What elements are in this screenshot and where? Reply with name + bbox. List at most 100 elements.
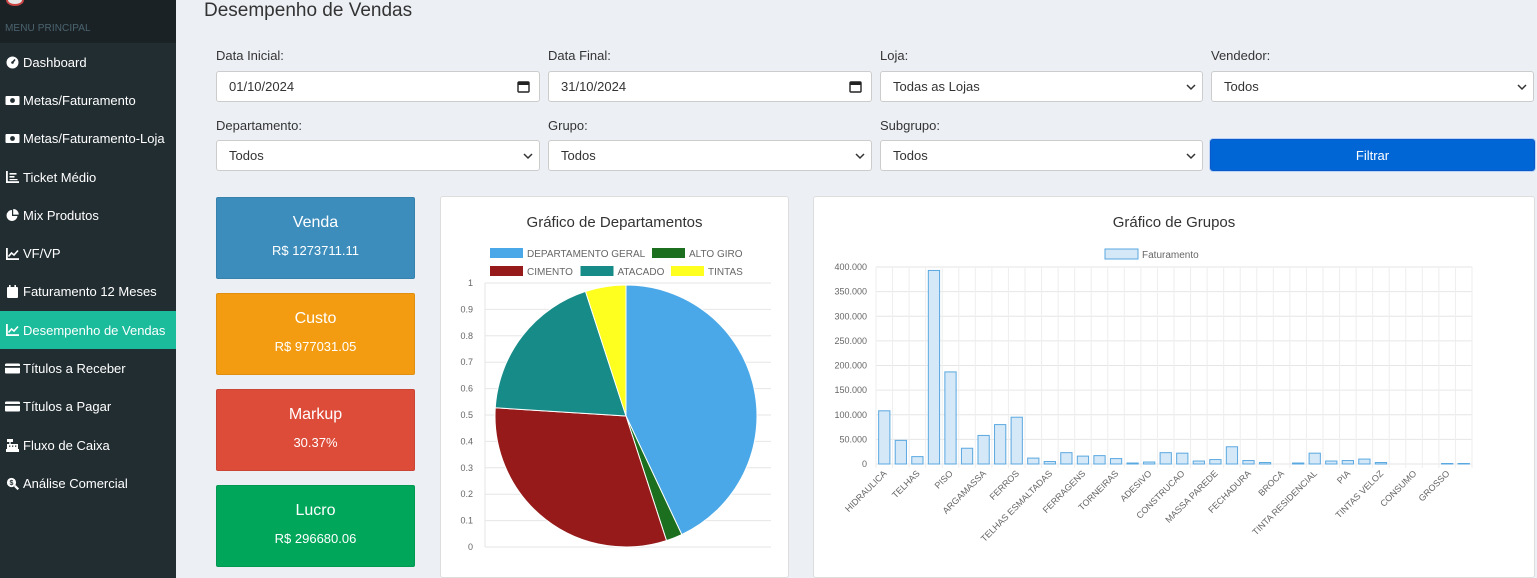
grupos-bar-chart: Faturamento 0 50.000 100.000 150.000 200.000 2… xyxy=(834,248,1473,544)
data-final-value: 31/10/2024 xyxy=(561,79,627,94)
sidebar-item-label: Ticket Médio xyxy=(23,169,97,185)
legend-swatch xyxy=(490,248,523,258)
y-tick-label: 0.5 xyxy=(460,410,473,420)
y-tick-label: 350.000 xyxy=(834,287,867,297)
pie-slice xyxy=(625,284,758,536)
sidebar-item-label: Títulos a Pagar xyxy=(23,399,112,415)
search-dollar-icon: $ xyxy=(5,477,20,490)
vendedor-label: Vendedor: xyxy=(1211,48,1271,63)
x-tick-label: FERROS xyxy=(988,468,1022,502)
departamentos-chart-panel: Gráfico de Departamentos DEPARTAMENTO GE… xyxy=(440,196,789,578)
sidebar-menu: Dashboard Metas/Faturamento Metas/Faturame… xyxy=(0,43,176,503)
bar xyxy=(1159,452,1172,465)
bar xyxy=(1242,460,1255,465)
filtrar-button[interactable]: Filtrar xyxy=(1210,139,1535,171)
y-tick-label: 100.000 xyxy=(834,410,867,420)
x-tick-label: HIDRAULICA xyxy=(843,468,889,514)
list-ol-icon xyxy=(5,171,20,184)
sidebar-item-metas-faturamento[interactable]: Metas/Faturamento xyxy=(0,81,176,119)
subgrupo-value: Todos xyxy=(893,148,928,163)
sidebar-item-faturamento-12-meses[interactable]: Faturamento 12 Meses xyxy=(0,273,176,311)
sidebar-item-label: VF/VP xyxy=(23,246,61,262)
kpi-lucro-title: Lucro xyxy=(295,502,336,519)
kpi-custo-card: Custo R$ 977031.05 xyxy=(216,293,415,375)
menu-header: MENU PRINCIPAL xyxy=(0,14,176,43)
chevron-down-icon xyxy=(523,153,533,160)
departamento-select[interactable]: Todos xyxy=(216,140,540,171)
sidebar-item-ticket-medio[interactable]: Ticket Médio xyxy=(0,158,176,196)
bar xyxy=(944,371,957,465)
chevron-down-icon xyxy=(855,153,865,160)
dashboard-gauge-icon xyxy=(5,56,20,69)
bar xyxy=(1209,459,1222,465)
x-tick-label: TELHAS xyxy=(890,468,922,500)
sidebar: MENU PRINCIPAL Dashboard Metas/Faturament… xyxy=(0,0,176,578)
x-tick-label: PIA xyxy=(1335,468,1352,485)
vendedor-value: Todos xyxy=(1224,79,1259,94)
sidebar-item-label: Faturamento 12 Meses xyxy=(23,284,157,300)
y-tick-label: 400.000 xyxy=(834,262,867,272)
kpi-venda-value: R$ 1273711.11 xyxy=(272,243,359,258)
sidebar-item-titulos-a-pagar[interactable]: Títulos a Pagar xyxy=(0,388,176,426)
money-bill-icon xyxy=(5,94,20,106)
bar xyxy=(1143,461,1156,465)
vendedor-select[interactable]: Todos xyxy=(1211,71,1534,102)
sidebar-item-label: Fluxo de Caixa xyxy=(23,437,110,453)
loja-select[interactable]: Todas as Lojas xyxy=(880,71,1203,102)
sidebar-item-desempenho-de-vendas[interactable]: Desempenho de Vendas xyxy=(0,311,176,350)
bar xyxy=(1192,460,1205,465)
bar xyxy=(960,447,974,465)
calendar-picker-icon[interactable] xyxy=(517,80,530,93)
kpi-custo-value: R$ 977031.05 xyxy=(274,339,357,354)
kpi-venda-title: Venda xyxy=(292,214,339,231)
y-tick-label: 0.4 xyxy=(460,436,473,446)
chevron-down-icon xyxy=(1186,153,1196,160)
bar xyxy=(1341,460,1354,465)
sidebar-item-analise-comercial[interactable]: $ Análise Comercial xyxy=(0,464,176,502)
y-tick-label: 0.8 xyxy=(460,331,473,341)
legend-label: CIMENTO xyxy=(527,267,573,278)
data-inicial-value: 01/10/2024 xyxy=(229,79,295,94)
y-tick-label: 50.000 xyxy=(839,434,867,444)
kpi-markup-card: Markup 30.37% xyxy=(216,389,415,471)
legend-label: ALTO GIRO xyxy=(689,249,743,260)
y-tick-label: 0.9 xyxy=(460,304,473,314)
bar xyxy=(1043,461,1056,465)
sidebar-item-label: Metas/Faturamento-Loja xyxy=(23,131,165,147)
subgrupo-select[interactable]: Todos xyxy=(880,140,1203,171)
logo-strip xyxy=(0,0,176,14)
data-final-input[interactable]: 31/10/2024 xyxy=(548,71,872,102)
sidebar-item-label: Títulos a Receber xyxy=(23,361,126,377)
sidebar-item-vf-vp[interactable]: VF/VP xyxy=(0,234,176,272)
x-tick-label: BROCA xyxy=(1256,468,1286,498)
bar xyxy=(1176,452,1189,465)
kpi-custo-title: Custo xyxy=(294,310,337,327)
sidebar-item-titulos-a-receber[interactable]: Títulos a Receber xyxy=(0,349,176,387)
departamento-label: Departamento: xyxy=(216,118,302,133)
subgrupo-label: Subgrupo: xyxy=(880,118,940,133)
sidebar-item-fluxo-de-caixa[interactable]: Fluxo de Caixa xyxy=(0,426,176,464)
chevron-down-icon xyxy=(1517,84,1527,91)
grupo-select[interactable]: Todos xyxy=(548,140,872,171)
bar xyxy=(1292,462,1305,465)
line-chart-icon xyxy=(5,324,20,337)
loja-value: Todas as Lojas xyxy=(893,79,980,94)
sidebar-item-dashboard[interactable]: Dashboard xyxy=(0,43,176,81)
data-inicial-input[interactable]: 01/10/2024 xyxy=(216,71,540,102)
departamento-value: Todos xyxy=(229,148,264,163)
departamentos-chart-title: Gráfico de Departamentos xyxy=(526,214,703,231)
y-tick-label: 200.000 xyxy=(834,361,867,371)
calendar-picker-icon[interactable] xyxy=(849,80,862,93)
y-tick-label: 0 xyxy=(468,542,473,552)
x-tick-label: TINTA RESIDENCIAL xyxy=(1250,468,1319,537)
sidebar-item-mix-produtos[interactable]: Mix Produtos xyxy=(0,196,176,234)
bar xyxy=(977,434,990,465)
line-chart-icon xyxy=(5,247,20,260)
y-tick-label: 0 xyxy=(862,459,867,469)
page-title: Desempenho de Vendas xyxy=(204,0,413,21)
grupo-value: Todos xyxy=(561,148,596,163)
y-tick-label: 0.2 xyxy=(460,489,473,499)
sidebar-item-metas-faturamento-loja[interactable]: Metas/Faturamento-Loja xyxy=(0,120,176,158)
bar xyxy=(1374,462,1388,465)
y-tick-label: 0.7 xyxy=(460,357,473,367)
